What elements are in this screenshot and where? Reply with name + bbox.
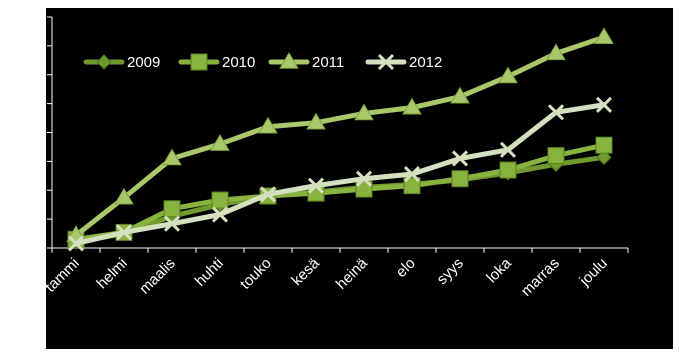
- data-point-x: [403, 166, 421, 183]
- x-tick-label: touko: [237, 255, 275, 293]
- legend-item: 2012: [365, 53, 442, 71]
- data-point-square: [211, 191, 229, 209]
- data-point-diamond: [96, 54, 112, 70]
- data-point-square: [547, 147, 565, 165]
- data-point-x: [355, 170, 373, 187]
- series-2012: [67, 96, 613, 252]
- data-point-x: [259, 186, 277, 203]
- data-point-x-stroke: [115, 224, 133, 241]
- data-point-triangle: [498, 66, 518, 84]
- data-point-x-stroke: [355, 170, 373, 187]
- data-point-x-stroke: [547, 104, 565, 121]
- series-2011: [66, 27, 614, 243]
- data-point-x: [595, 96, 613, 113]
- data-point-x-stroke: [451, 150, 469, 167]
- x-tick-label: maalis: [136, 255, 179, 298]
- data-point-triangle: [450, 86, 470, 104]
- data-point-x: [67, 235, 85, 252]
- data-point-x: [115, 224, 133, 241]
- data-point-x-stroke: [67, 235, 85, 252]
- x-tick-label: loka: [483, 254, 515, 286]
- x-tick-label: heinä: [333, 254, 371, 292]
- series-2010: [67, 136, 613, 248]
- legend-label: 2010: [222, 54, 255, 71]
- series-line: [73, 102, 607, 246]
- data-point-square: [451, 170, 469, 188]
- data-point-x: [307, 177, 325, 194]
- legend-item: 2011: [268, 52, 344, 71]
- y-tick-label: 50: [25, 211, 42, 228]
- y-tick-label: 350: [17, 38, 42, 55]
- x-tick-label: syys: [434, 255, 467, 288]
- x-tick-label: elo: [393, 255, 419, 281]
- legend-label: 2012: [409, 54, 442, 71]
- legend-item: 2010: [178, 53, 255, 71]
- data-point-triangle: [114, 187, 134, 205]
- data-point-x-stroke: [259, 186, 277, 203]
- y-tick-label: 300: [17, 67, 42, 84]
- data-point-x: [211, 206, 229, 223]
- x-tick-label: tammi: [42, 255, 83, 296]
- legend: 2009 2010 2011 2012: [83, 52, 442, 71]
- data-point-x-stroke: [499, 141, 517, 158]
- data-point-triangle: [354, 103, 374, 121]
- data-point-diamond: [596, 149, 612, 166]
- data-point-x-stroke: [211, 206, 229, 223]
- data-point-square: [403, 177, 421, 195]
- x-tick-label: marras: [518, 255, 563, 300]
- data-point-x-stroke: [403, 166, 421, 183]
- y-tick-label: 100: [17, 182, 42, 199]
- x-tick-label: kesä: [288, 254, 323, 289]
- data-point-triangle: [279, 52, 299, 69]
- data-point-triangle: [162, 148, 182, 166]
- y-tick-label: 200: [17, 125, 42, 142]
- data-point-square: [595, 136, 613, 154]
- axes: 0 50 100 150 200 250 300 350 400 tammi helmi maalis…: [17, 9, 629, 300]
- data-point-x: [451, 150, 469, 167]
- x-tick-label: huhti: [192, 255, 227, 290]
- data-point-triangle: [546, 43, 566, 61]
- y-tick-label: 400: [17, 9, 42, 26]
- data-point-triangle: [306, 112, 326, 130]
- data-point-square: [499, 161, 517, 179]
- data-point-x: [377, 53, 395, 71]
- data-point-triangle: [258, 116, 278, 134]
- data-point-x-stroke: [595, 96, 613, 113]
- legend-item: 2009: [83, 54, 160, 71]
- data-point-x: [499, 141, 517, 158]
- y-tick-label: 0: [34, 240, 42, 257]
- data-point-square: [190, 53, 208, 71]
- data-point-triangle: [210, 134, 230, 151]
- data-point-x-stroke: [307, 177, 325, 194]
- data-point-x-stroke: [163, 215, 181, 232]
- y-tick-label: 250: [17, 96, 42, 113]
- data-point-x: [547, 104, 565, 121]
- legend-label: 2011: [312, 54, 344, 71]
- y-tick-label: 150: [17, 153, 42, 170]
- legend-label: 2009: [127, 54, 160, 71]
- x-tick-label: helmi: [93, 255, 130, 292]
- data-point-x: [163, 215, 181, 232]
- data-point-x-stroke: [377, 53, 395, 71]
- data-point-triangle: [594, 27, 614, 45]
- data-point-square: [163, 200, 181, 218]
- data-point-triangle: [402, 97, 422, 115]
- x-tick-label: joulu: [576, 255, 611, 290]
